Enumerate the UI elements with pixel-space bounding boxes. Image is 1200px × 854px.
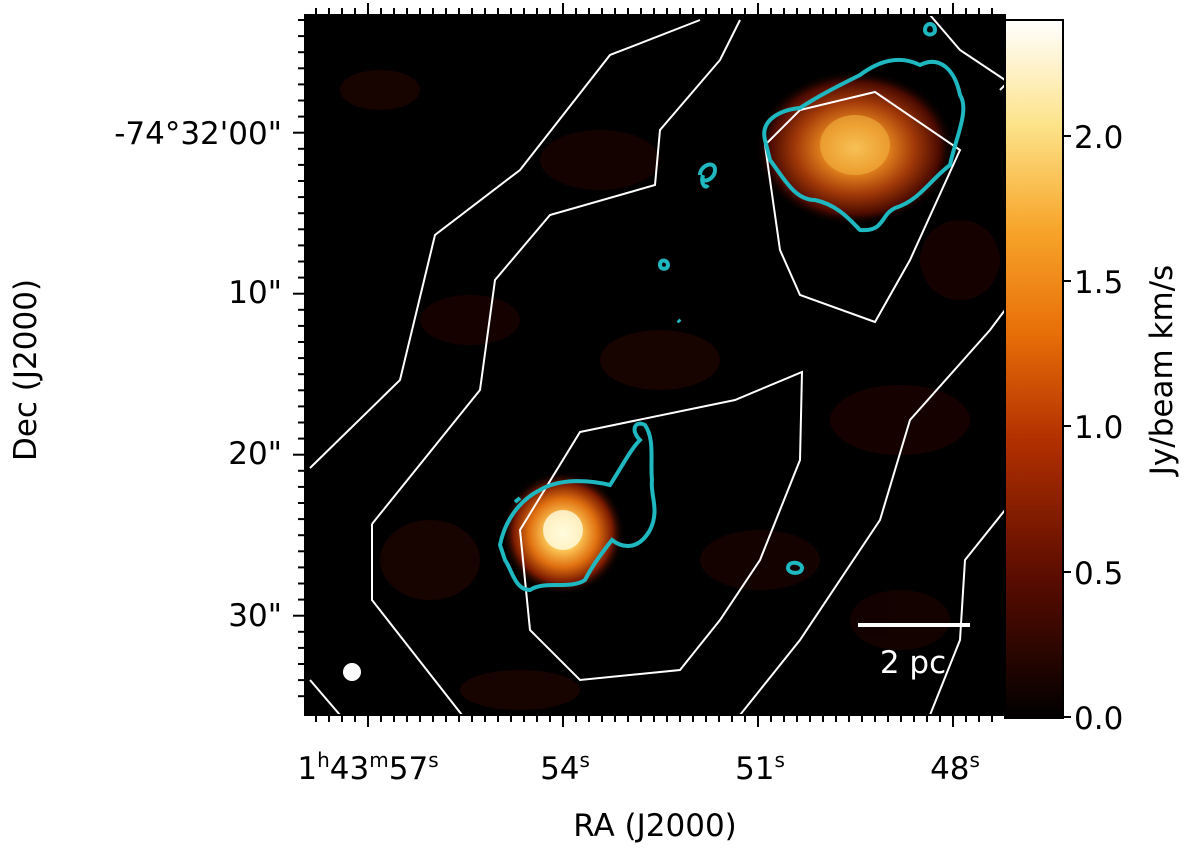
colorbar-tick-4: 2.0	[1074, 120, 1123, 156]
colorbar-tick-2: 1.0	[1074, 410, 1123, 446]
scale-bar-label: 2 pc	[880, 645, 946, 681]
colorbar-ticks	[1063, 135, 1071, 718]
x-tick-label-57: 1h43m57s	[297, 748, 438, 787]
colorbar	[1004, 19, 1064, 719]
y-tick-label-3: 30"	[228, 598, 282, 634]
colorbar-tick-1: 0.5	[1074, 556, 1123, 592]
y-axis-ticks	[293, 19, 305, 698]
beam-ellipse	[343, 663, 361, 681]
y-tick-label-0: -74°32'00"	[114, 116, 282, 152]
x-tick-label-51: 51s	[735, 748, 785, 787]
x-tick-label-48: 48s	[930, 748, 980, 787]
x-axis-ticks	[315, 3, 993, 727]
colorbar-tick-3: 1.5	[1074, 265, 1123, 301]
x-axis-title: RA (J2000)	[573, 808, 737, 844]
y-axis-title: Dec (J2000)	[8, 279, 44, 461]
cyan-contours	[497, 22, 966, 593]
x-tick-label-54: 54s	[540, 748, 590, 787]
emission-map: 2 pc	[309, 15, 1005, 715]
y-tick-label-2: 20"	[228, 436, 282, 472]
y-tick-label-1: 10"	[228, 275, 282, 311]
white-contours	[309, 15, 1005, 715]
colorbar-tick-0: 0.0	[1074, 701, 1123, 737]
colorbar-label: Jy/beam km/s	[1144, 265, 1180, 477]
